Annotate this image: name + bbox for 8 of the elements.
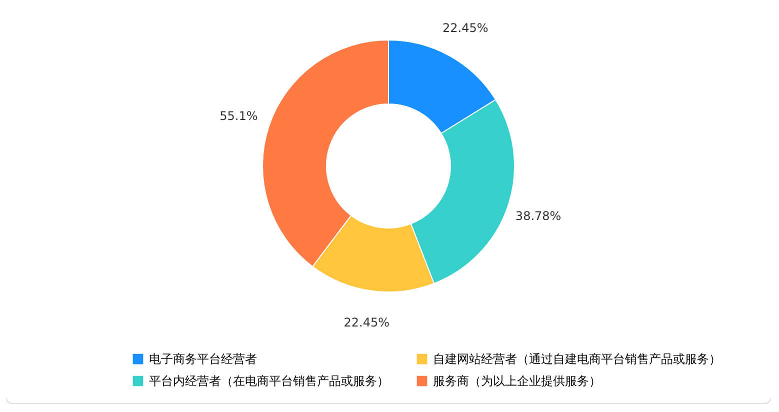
data-label: 22.45% [344,315,390,330]
data-label: 38.78% [515,209,562,224]
legend-label: 自建网站经营者（通过自建电商平台销售产品或服务） [433,352,721,366]
legend-label: 平台内经营者（在电商平台销售产品或服务） [149,374,389,388]
legend-label: 服务商（为以上企业提供服务） [433,374,601,388]
data-label: 22.45% [442,20,488,35]
legend-label: 电子商务平台经营者 [149,352,257,366]
data-label: 55.1% [220,108,258,123]
